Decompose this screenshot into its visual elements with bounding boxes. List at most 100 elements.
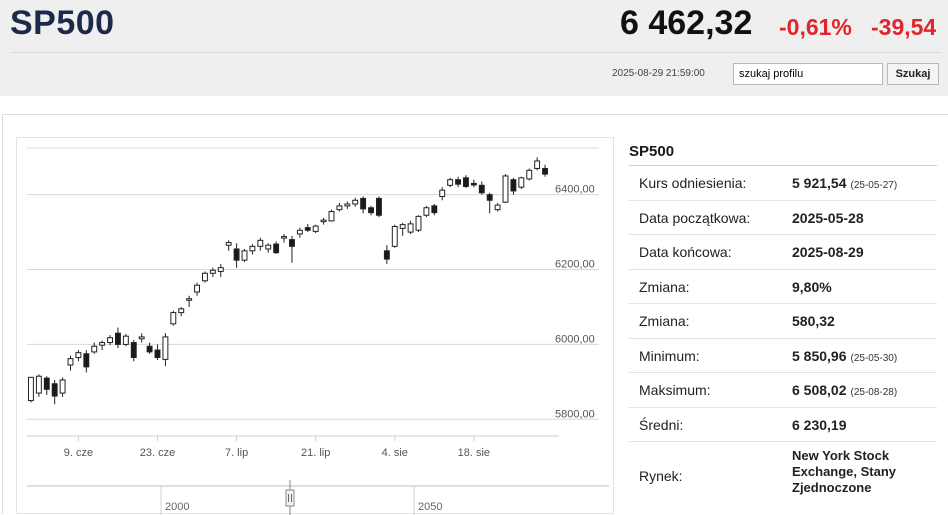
summary-label: Zmiana: bbox=[639, 313, 690, 329]
summary-row: Data początkowa: 2025-05-28 bbox=[629, 201, 937, 236]
candle-up bbox=[503, 176, 508, 202]
y-tick-label: 6200,00 bbox=[555, 259, 595, 271]
y-tick-label: 6400,00 bbox=[555, 184, 595, 196]
candle-down bbox=[464, 178, 469, 187]
candle-up bbox=[424, 208, 429, 215]
summary-label: Średni: bbox=[639, 417, 683, 433]
summary-value-text: 6 508,02 bbox=[792, 382, 847, 398]
candle-down bbox=[290, 240, 295, 247]
candle-down bbox=[487, 195, 492, 201]
summary-row: Zmiana: 580,32 bbox=[629, 304, 937, 339]
candle-up bbox=[195, 285, 200, 292]
candle-up bbox=[408, 224, 413, 232]
candle-up bbox=[139, 337, 144, 339]
candle-down bbox=[84, 354, 89, 367]
candle-up bbox=[495, 205, 500, 209]
candle-down bbox=[305, 228, 310, 231]
candle-up bbox=[440, 190, 445, 196]
navigator-label: 2000 bbox=[165, 501, 189, 513]
symbol-title: SP500 bbox=[10, 4, 115, 43]
candle-down bbox=[52, 384, 57, 396]
candle-up bbox=[242, 251, 247, 260]
candle-down bbox=[274, 244, 279, 253]
market-label: Rynek: bbox=[639, 468, 683, 484]
summary-row-market: Rynek: New York Stock Exchange, Stany Zj… bbox=[629, 442, 937, 504]
candle-up bbox=[171, 313, 176, 324]
candle-up bbox=[108, 338, 113, 343]
summary-label: Kurs odniesienia: bbox=[639, 175, 746, 191]
summary-value-text: 2025-05-28 bbox=[792, 210, 864, 226]
summary-row: Maksimum: 6 508,02 (25-08-28) bbox=[629, 373, 937, 408]
candle-down bbox=[511, 180, 516, 191]
candle-up bbox=[76, 353, 81, 358]
navigator-label: 2050 bbox=[418, 501, 442, 513]
candle-down bbox=[361, 198, 366, 208]
summary-row: Minimum: 5 850,96 (25-05-30) bbox=[629, 339, 937, 374]
candle-down bbox=[432, 206, 437, 213]
y-tick-label: 6000,00 bbox=[555, 333, 595, 345]
summary-value-text: 5 921,54 bbox=[792, 175, 847, 191]
summary-value-text: 2025-08-29 bbox=[792, 244, 864, 260]
candle-up bbox=[337, 206, 342, 210]
candle-down bbox=[234, 249, 239, 260]
candle-up bbox=[297, 230, 302, 234]
summary-label: Maksimum: bbox=[639, 382, 711, 398]
candle-up bbox=[203, 273, 208, 280]
summary-row: Data końcowa: 2025-08-29 bbox=[629, 235, 937, 270]
candle-up bbox=[313, 226, 318, 231]
y-tick-label: 5800,00 bbox=[555, 408, 595, 420]
summary-label: Data końcowa: bbox=[639, 244, 732, 260]
candle-up bbox=[448, 180, 453, 186]
candle-up bbox=[258, 240, 263, 246]
search-button[interactable]: Szukaj bbox=[887, 63, 939, 85]
x-tick-label: 9. cze bbox=[64, 447, 93, 459]
candle-down bbox=[155, 350, 160, 357]
summary-value-text: 5 850,96 bbox=[792, 348, 847, 364]
summary-value: 2025-05-28 bbox=[792, 210, 864, 226]
summary-title: SP500 bbox=[629, 140, 937, 166]
summary-value: 580,32 bbox=[792, 313, 835, 329]
header-divider bbox=[10, 52, 942, 53]
summary-label: Minimum: bbox=[639, 348, 700, 364]
candle-down bbox=[384, 251, 389, 259]
summary-date: (25-05-27) bbox=[851, 180, 898, 191]
candle-up bbox=[60, 380, 65, 393]
summary-table: SP500 Kurs odniesienia: 5 921,54 (25-05-27… bbox=[629, 140, 937, 504]
summary-row: Średni: 6 230,19 bbox=[629, 408, 937, 443]
candle-up bbox=[36, 376, 41, 393]
candle-up bbox=[329, 212, 334, 221]
candle-down bbox=[456, 180, 461, 184]
quote-timestamp: 2025-08-29 21:59:00 bbox=[612, 68, 705, 79]
change-percent: -0,61% bbox=[779, 14, 852, 41]
summary-value-text: 9,80% bbox=[792, 279, 832, 295]
market-value: New York Stock Exchange, Stany Zjednoczo… bbox=[792, 448, 937, 496]
candle-up bbox=[266, 245, 271, 249]
price-chart[interactable]: 6400,00 6200,00 6000,00 5800,00 9. cze 23. cz… bbox=[16, 137, 614, 514]
candle-down bbox=[44, 378, 49, 389]
change-absolute: -39,54 bbox=[871, 14, 936, 41]
candle-down bbox=[116, 333, 121, 344]
candle-up bbox=[353, 200, 358, 204]
candle-up bbox=[210, 270, 215, 273]
summary-value: 6 230,19 bbox=[792, 417, 847, 433]
x-tick-label: 18. sie bbox=[458, 447, 490, 459]
summary-row: Kurs odniesienia: 5 921,54 (25-05-27) bbox=[629, 166, 937, 201]
last-price: 6 462,32 bbox=[620, 4, 752, 43]
profile-search-input[interactable] bbox=[733, 63, 883, 85]
candle-up bbox=[218, 268, 223, 272]
candle-down bbox=[147, 346, 152, 352]
candle-up bbox=[345, 204, 350, 206]
candle-up bbox=[250, 246, 255, 250]
candle-down bbox=[131, 343, 136, 358]
candle-up bbox=[100, 343, 105, 346]
candle-up bbox=[179, 309, 184, 313]
summary-label: Zmiana: bbox=[639, 279, 690, 295]
candle-up bbox=[226, 243, 231, 246]
navigator-handle[interactable] bbox=[286, 490, 294, 506]
candle-up bbox=[535, 161, 540, 168]
candle-up bbox=[163, 337, 168, 359]
candle-down bbox=[543, 168, 548, 174]
summary-label: Data początkowa: bbox=[639, 210, 750, 226]
candle-up bbox=[392, 226, 397, 246]
summary-date: (25-08-28) bbox=[851, 387, 898, 398]
